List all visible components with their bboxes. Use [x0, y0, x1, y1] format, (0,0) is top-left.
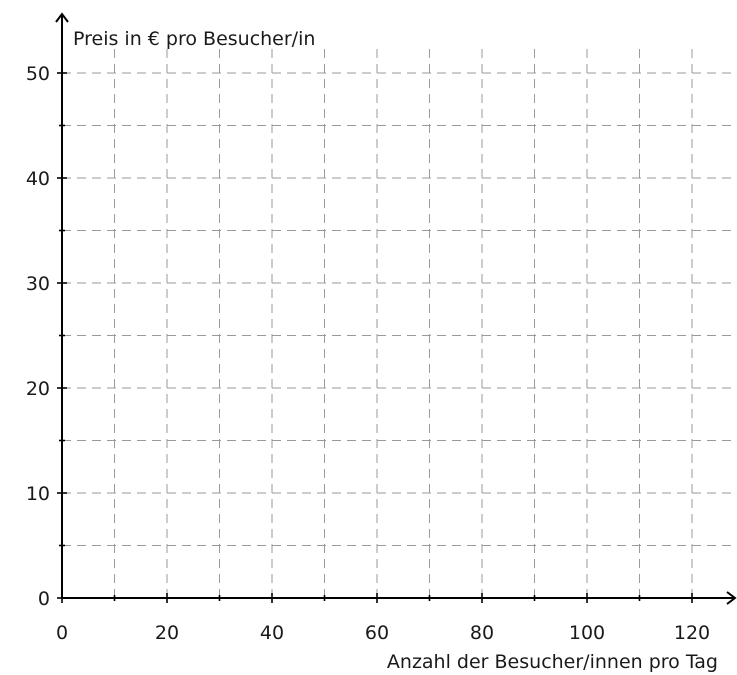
- ticks: [57, 72, 693, 603]
- x-tick-label: 20: [155, 622, 179, 644]
- x-tick-label: 80: [470, 622, 494, 644]
- y-tick-label: 10: [26, 483, 50, 505]
- x-axis-label: Anzahl der Besucher/innen pro Tag: [387, 651, 718, 673]
- y-tick-label: 50: [26, 63, 50, 85]
- grid: [62, 46, 737, 598]
- y-axis-label: Preis in € pro Besucher/in: [73, 28, 315, 50]
- x-tick-label: 60: [365, 622, 389, 644]
- y-tick-label: 30: [26, 273, 50, 295]
- tick-labels: 0204060801001201401601802002202400102030…: [26, 63, 710, 644]
- x-tick-label: 120: [674, 622, 710, 644]
- y-tick-label: 40: [26, 168, 50, 190]
- x-tick-label: 0: [56, 622, 68, 644]
- x-tick-label: 40: [260, 622, 284, 644]
- y-tick-label: 0: [38, 588, 50, 610]
- y-axis-arrow-icon: [55, 12, 69, 23]
- x-tick-label: 100: [569, 622, 605, 644]
- axes: [55, 12, 737, 605]
- y-tick-label: 20: [26, 378, 50, 400]
- x-axis-arrow-icon: [726, 591, 737, 605]
